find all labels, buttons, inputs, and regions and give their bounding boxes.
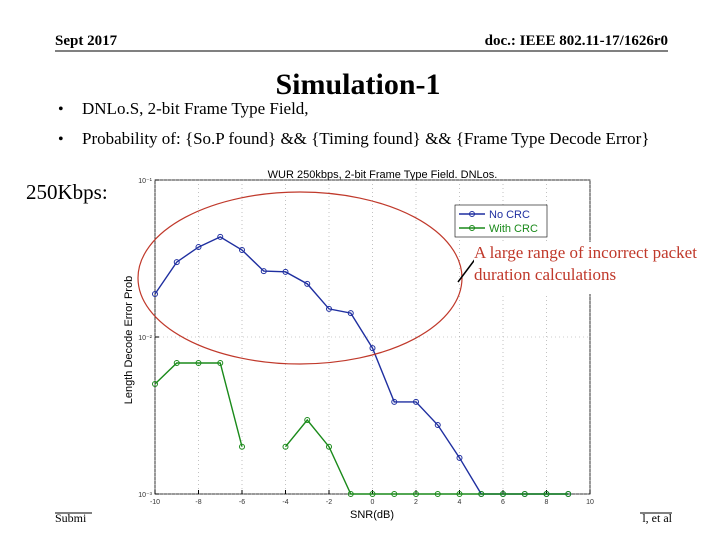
data-point (391, 491, 398, 497)
data-point (434, 422, 441, 429)
data-point (304, 280, 311, 287)
x-axis-label: SNR(dB) (350, 509, 394, 521)
data-point (565, 491, 572, 497)
data-point (456, 491, 463, 497)
data-point (456, 454, 463, 461)
y-tick-label: 10⁻¹ (138, 178, 152, 185)
y-axis-label: Length Decode Error Prob (123, 276, 135, 404)
bullet: DNLo.S, 2-bit Frame Type Field, (82, 99, 309, 118)
slide-title: Simulation-1 (275, 68, 440, 101)
highlight-ellipse (137, 191, 463, 365)
annotation-arrow (457, 257, 477, 283)
x-tick-label: 0 (371, 499, 375, 506)
annotation: A large range of incorrect packet durati… (474, 243, 697, 284)
data-point (478, 491, 485, 497)
x-tick-label: -10 (150, 499, 160, 506)
data-point (152, 380, 158, 387)
data-point (239, 443, 245, 450)
legend-marker (469, 225, 475, 231)
data-point (217, 233, 224, 240)
x-tick-label: 8 (545, 499, 549, 506)
data-point (195, 244, 202, 251)
y-tick-label: 10⁻³ (138, 492, 152, 499)
data-point (260, 268, 267, 275)
data-point (282, 443, 289, 450)
chart-title: WUR 250kbps, 2-bit Frame Type Field. DNL… (268, 169, 498, 181)
data-point (434, 491, 441, 497)
data-point (173, 259, 180, 266)
legend-marker (469, 211, 475, 217)
data-point (521, 491, 528, 497)
rate-label: 250Kbps: (26, 180, 108, 204)
data-point (152, 290, 158, 297)
x-tick-label: -6 (239, 499, 245, 506)
bullet-dot: • (58, 131, 64, 148)
data-point (369, 345, 376, 352)
data-point (326, 443, 332, 450)
doc-id: doc.: IEEE 802.11-17/1626r0 (485, 33, 668, 49)
x-tick-label: -4 (282, 499, 288, 506)
data-point (413, 398, 419, 405)
date: Sept 2017 (55, 33, 118, 49)
bullet: Probability of: {So.P found} && {Timing … (82, 129, 650, 148)
data-point (195, 359, 202, 366)
data-point (543, 491, 550, 497)
legend-box (454, 204, 548, 238)
series-line (154, 362, 569, 495)
data-point (173, 359, 180, 366)
data-point (347, 491, 354, 497)
legend-label: No CRC (489, 209, 530, 221)
bullet-dot: • (58, 101, 64, 118)
data-point (326, 305, 332, 312)
data-point (304, 417, 311, 424)
data-point (347, 310, 354, 317)
annotation-bg (474, 242, 706, 294)
data-point (500, 491, 506, 497)
data-point (239, 247, 245, 254)
annotation-box: A large range of incorrect packet durati… (474, 243, 697, 284)
x-tick-label: -2 (326, 499, 332, 506)
chart: WUR 250kbps, 2-bit Frame Type Field. DNL… (123, 169, 594, 521)
x-tick-label: 4 (458, 499, 462, 506)
footer-right: l, et al (642, 511, 672, 525)
data-point (413, 491, 419, 497)
x-tick-label: 10 (586, 499, 594, 506)
data-point (282, 268, 289, 275)
data-point (217, 359, 224, 366)
data-point (391, 398, 398, 405)
data-point (369, 491, 376, 497)
x-tick-label: 2 (414, 499, 418, 506)
x-tick-label: -8 (195, 499, 201, 506)
y-tick-label: 10⁻² (138, 335, 152, 342)
footer-left: Submi (55, 511, 87, 525)
x-tick-label: 6 (501, 499, 505, 506)
legend-label: With CRC (489, 223, 538, 235)
